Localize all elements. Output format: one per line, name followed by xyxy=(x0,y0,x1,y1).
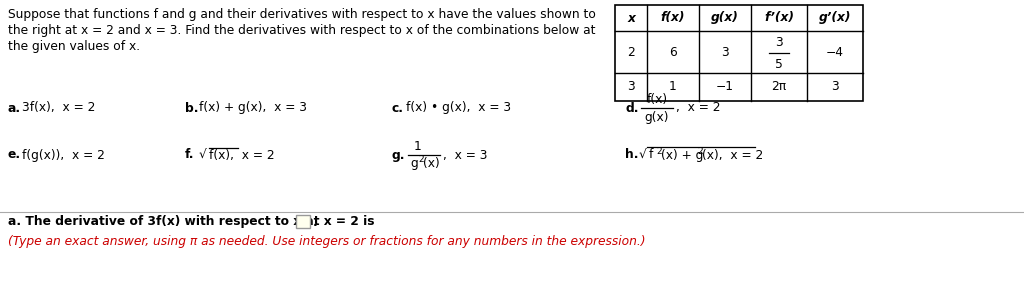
Text: √: √ xyxy=(639,148,647,162)
Text: c.: c. xyxy=(392,101,404,115)
Text: f(x) • g(x),  x = 3: f(x) • g(x), x = 3 xyxy=(406,101,511,115)
Text: a.: a. xyxy=(8,101,22,115)
Text: f’(x): f’(x) xyxy=(764,11,794,25)
Text: (x) + g: (x) + g xyxy=(662,148,703,162)
Text: Suppose that functions f and g and their derivatives with respect to x have the : Suppose that functions f and g and their… xyxy=(8,8,596,21)
Text: √: √ xyxy=(199,148,207,162)
Text: b.: b. xyxy=(185,101,199,115)
Text: g.: g. xyxy=(392,148,406,162)
Text: −1: −1 xyxy=(716,80,734,93)
Text: x: x xyxy=(627,11,635,25)
Text: 1: 1 xyxy=(669,80,677,93)
Text: g: g xyxy=(410,158,418,170)
Text: the given values of x.: the given values of x. xyxy=(8,40,140,53)
Text: 3: 3 xyxy=(831,80,839,93)
Text: 3: 3 xyxy=(721,46,729,58)
Text: f.: f. xyxy=(185,148,195,162)
Text: h.: h. xyxy=(625,148,639,162)
Text: 2: 2 xyxy=(656,146,662,156)
Bar xyxy=(296,215,310,228)
Text: (x),  x = 2: (x), x = 2 xyxy=(702,148,763,162)
Text: g(x): g(x) xyxy=(711,11,739,25)
Text: .: . xyxy=(312,215,317,229)
Text: 2: 2 xyxy=(697,146,702,156)
Text: f(x) + g(x),  x = 3: f(x) + g(x), x = 3 xyxy=(199,101,307,115)
Text: 2π: 2π xyxy=(771,80,786,93)
Text: d.: d. xyxy=(625,101,639,115)
Text: f(x): f(x) xyxy=(660,11,685,25)
Text: ,  x = 2: , x = 2 xyxy=(676,101,721,115)
Text: (Type an exact answer, using π as needed. Use integers or fractions for any numb: (Type an exact answer, using π as needed… xyxy=(8,235,645,249)
Text: 2: 2 xyxy=(418,156,424,164)
Text: f(x): f(x) xyxy=(646,93,668,107)
Text: g’(x): g’(x) xyxy=(819,11,851,25)
Bar xyxy=(615,5,863,101)
Text: f: f xyxy=(649,148,653,162)
Text: 3: 3 xyxy=(775,36,783,48)
Text: 6: 6 xyxy=(669,46,677,58)
Text: 3f(x),  x = 2: 3f(x), x = 2 xyxy=(22,101,95,115)
Text: ,  x = 3: , x = 3 xyxy=(443,148,487,162)
Text: e.: e. xyxy=(8,148,22,162)
Text: (x): (x) xyxy=(423,158,439,170)
Text: f(x),  x = 2: f(x), x = 2 xyxy=(209,148,274,162)
Text: −4: −4 xyxy=(826,46,844,58)
Text: g(x): g(x) xyxy=(645,111,670,123)
Text: f(g(x)),  x = 2: f(g(x)), x = 2 xyxy=(22,148,104,162)
Text: a. The derivative of 3f(x) with respect to x at x = 2 is: a. The derivative of 3f(x) with respect … xyxy=(8,215,375,229)
Text: 2: 2 xyxy=(627,46,635,58)
Text: 5: 5 xyxy=(775,58,783,70)
Text: 1: 1 xyxy=(414,141,422,154)
Text: the right at x = 2 and x = 3. Find the derivatives with respect to x of the comb: the right at x = 2 and x = 3. Find the d… xyxy=(8,24,596,37)
Text: 3: 3 xyxy=(627,80,635,93)
